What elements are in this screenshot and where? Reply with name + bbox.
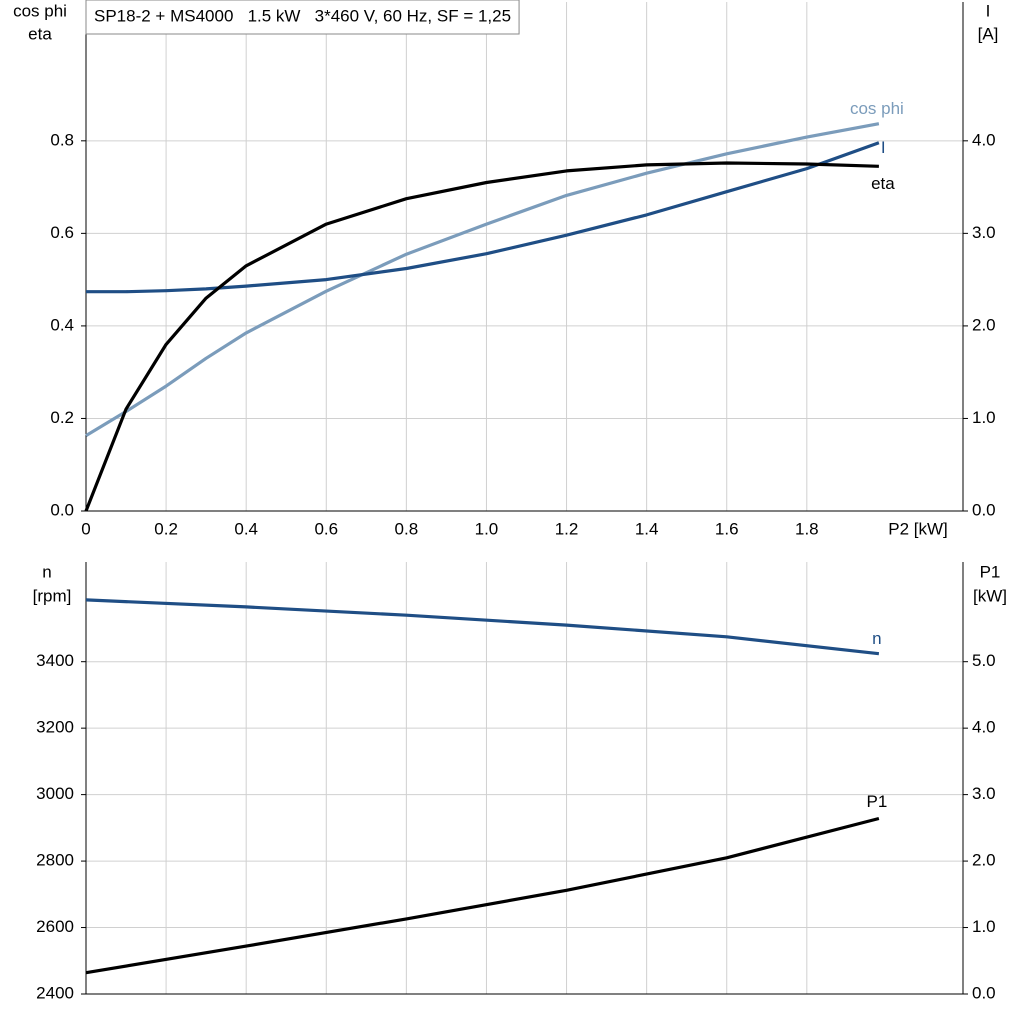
y-axis-label: eta — [28, 24, 52, 43]
series-label: cos phi — [850, 99, 904, 118]
y-tick-label: 0.0 — [50, 500, 74, 519]
y-tick-label: 3000 — [36, 784, 74, 803]
series-label: n — [872, 629, 881, 648]
x-tick-label: 0.8 — [395, 519, 419, 538]
series-label: P1 — [867, 792, 888, 811]
y-axis-label: [rpm] — [33, 586, 72, 605]
x-tick-label: 0.4 — [234, 519, 258, 538]
y2-tick-label: 1.0 — [972, 917, 996, 936]
series-label: eta — [871, 174, 895, 193]
y-tick-label: 0.4 — [50, 315, 74, 334]
title-box: SP18-2 + MS4000 1.5 kW 3*460 V, 60 Hz, S… — [85, 0, 520, 35]
x-tick-label: 1.2 — [555, 519, 579, 538]
y-tick-label: 2800 — [36, 851, 74, 870]
x-tick-label: 0.2 — [154, 519, 178, 538]
y-tick-label: 0.6 — [50, 223, 74, 242]
x-axis-label: P2 [kW] — [888, 519, 948, 538]
x-tick-label: 1.6 — [715, 519, 739, 538]
title-frame — [85, 0, 520, 35]
y2-tick-label: 3.0 — [972, 223, 996, 242]
y-tick-label: 3200 — [36, 718, 74, 737]
x-tick-label: 0.6 — [314, 519, 338, 538]
y2-axis-label: [A] — [978, 24, 999, 43]
y2-tick-label: 4.0 — [972, 718, 996, 737]
y2-tick-label: 0.0 — [972, 500, 996, 519]
y2-tick-label: 2.0 — [972, 851, 996, 870]
y-axis-label: cos phi — [13, 1, 67, 20]
series-line — [85, 816, 880, 975]
y-tick-label: 0.2 — [50, 408, 74, 427]
x-tick-label: 1.4 — [635, 519, 659, 538]
y2-tick-label: 1.0 — [972, 408, 996, 427]
y2-axis-label: [kW] — [973, 586, 1007, 605]
series-line — [85, 122, 880, 437]
series-line — [86, 141, 880, 294]
chart-title: SP18-2 + MS4000 1.5 kW 3*460 V, 60 Hz, S… — [94, 6, 511, 25]
y2-tick-label: 2.0 — [972, 315, 996, 334]
y2-axis-label: P1 — [980, 562, 1001, 581]
x-tick-label: 1.8 — [795, 519, 819, 538]
series-line — [85, 598, 880, 656]
series-label: I — [881, 138, 886, 157]
y2-tick-label: 3.0 — [972, 784, 996, 803]
y-tick-label: 3400 — [36, 651, 74, 670]
y2-axis-label: I — [986, 1, 991, 20]
y-tick-label: 0.8 — [50, 130, 74, 149]
x-tick-label: 1.0 — [475, 519, 499, 538]
y2-tick-label: 5.0 — [972, 651, 996, 670]
x-tick-label: 0 — [81, 519, 90, 538]
y-axis-label: n — [42, 562, 51, 581]
y-tick-label: 2400 — [36, 983, 74, 1002]
y2-tick-label: 4.0 — [972, 130, 996, 149]
y-tick-label: 2600 — [36, 917, 74, 936]
series-line — [84, 161, 879, 512]
y2-tick-label: 0.0 — [972, 983, 996, 1002]
